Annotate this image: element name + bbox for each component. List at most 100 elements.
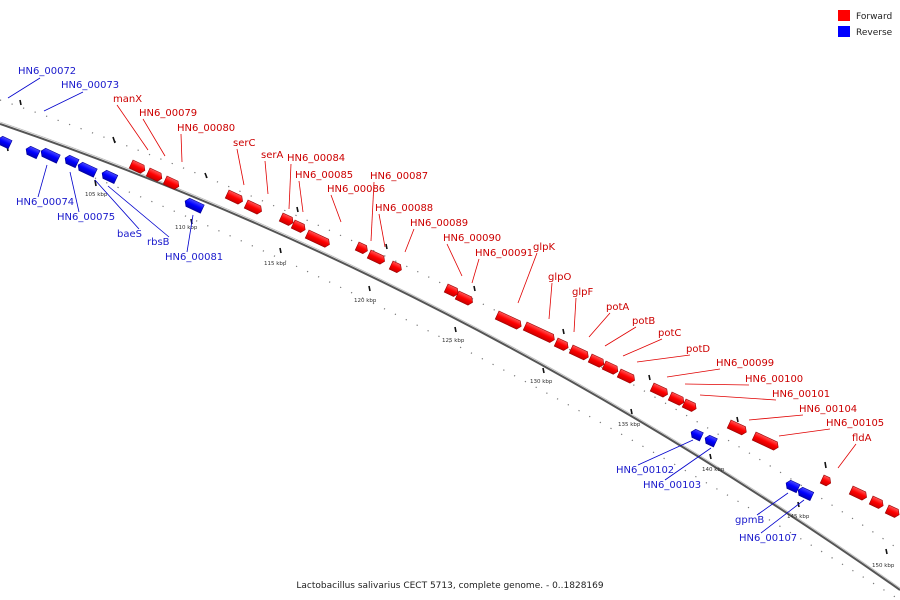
reverse-gene-arrow [690, 428, 704, 442]
forward-label-leader [748, 414, 804, 421]
tick-mark [473, 285, 476, 292]
forward-gene-arrow [616, 368, 635, 384]
reverse-gene-arrow [40, 147, 61, 164]
reverse-gene-arrow [64, 154, 80, 169]
forward-gene-arrow [354, 241, 368, 255]
forward-label-leader [837, 443, 857, 469]
forward-gene-arrow [224, 189, 243, 205]
reverse-label-leader [664, 447, 712, 481]
reverse-label-leader [107, 185, 170, 238]
tick-mark [630, 408, 633, 415]
legend-swatch-forward [838, 10, 850, 21]
forward-label-leader [298, 180, 304, 213]
scale-tick-label: 120 kbp [354, 298, 377, 304]
reverse-gene-label: HN6_00107 [739, 533, 797, 544]
forward-gene-arrow [366, 249, 385, 265]
gene-body [587, 353, 605, 368]
forward-gene-label: manX [113, 94, 142, 105]
forward-label-leader [699, 394, 777, 401]
reverse-gene-arrow [0, 135, 13, 150]
gene-body [162, 175, 180, 190]
reverse-label-leader [756, 492, 789, 516]
forward-gene-arrow [868, 495, 884, 509]
gene-body [454, 290, 473, 306]
reverse-gene-arrow [101, 169, 119, 184]
gene-body [278, 212, 294, 226]
forward-gene-label: HN6_00099 [716, 358, 774, 369]
forward-gene-label: HN6_00085 [295, 170, 353, 181]
tick-mark [542, 367, 545, 374]
reverse-gene-label: gpmB [735, 515, 764, 526]
forward-gene-arrow [819, 474, 832, 487]
forward-label-leader [666, 368, 721, 378]
reverse-gene-arrow [25, 145, 41, 160]
forward-label-leader [330, 194, 342, 223]
tick-mark [19, 99, 22, 106]
gene-body [868, 495, 884, 509]
gene-body [354, 241, 368, 255]
forward-gene-arrow [568, 344, 589, 361]
gene-body [366, 249, 385, 265]
reverse-label-leader [37, 164, 48, 198]
gene-body [553, 337, 569, 351]
gene-body [101, 169, 119, 184]
forward-gene-arrow [848, 485, 867, 501]
forward-label-leader [370, 181, 375, 242]
forward-gene-label: HN6_00088 [375, 203, 433, 214]
forward-gene-label: HN6_00079 [139, 108, 197, 119]
forward-gene-label: serA [261, 150, 283, 161]
forward-gene-arrow [587, 353, 605, 368]
reverse-gene-arrow [77, 161, 98, 178]
gene-body [819, 474, 832, 487]
gene-body [224, 189, 243, 205]
forward-label-leader [378, 213, 386, 248]
reverse-gene-label: HN6_00103 [643, 480, 701, 491]
forward-gene-label: glpO [548, 272, 571, 283]
forward-gene-label: potC [658, 328, 681, 339]
tick-mark [824, 461, 827, 469]
forward-gene-label: HN6_00087 [370, 171, 428, 182]
forward-gene-arrow [128, 159, 146, 174]
scale-tick-label: 110 kbp [175, 225, 198, 231]
forward-gene-arrow [751, 431, 779, 451]
gene-body [25, 145, 41, 160]
reverse-gene-label: HN6_00074 [16, 197, 74, 208]
gene-body [243, 199, 262, 215]
forward-label-leader [622, 338, 663, 357]
reverse-gene-arrow [785, 479, 801, 494]
forward-label-leader [573, 297, 577, 333]
forward-label-leader [446, 243, 463, 277]
gene-body [616, 368, 635, 384]
gene-body [690, 428, 704, 442]
forward-gene-arrow [304, 229, 330, 248]
tick-mark [368, 285, 371, 292]
tick-mark [562, 328, 565, 335]
forward-label-leader [180, 133, 183, 163]
scale-tick-label: 105 kbp [85, 192, 108, 198]
gene-body [681, 398, 697, 412]
forward-gene-arrow [667, 391, 685, 406]
forward-label-leader [236, 148, 245, 186]
gene-body [128, 159, 146, 174]
reverse-gene-arrow [797, 486, 815, 501]
reverse-gene-arrow [704, 434, 718, 448]
forward-gene-label: glpF [572, 287, 593, 298]
forward-label-leader [548, 282, 553, 320]
forward-gene-arrow [494, 310, 522, 330]
reverse-label-leader [760, 499, 805, 534]
reverse-gene-label: HN6_00102 [616, 465, 674, 476]
reverse-label-leader [69, 171, 80, 213]
scale-tick-label: 150 kbp [872, 563, 895, 569]
scale-tick-label: 145 kbp [787, 514, 810, 520]
gene-body [568, 344, 589, 361]
scale-tick-label: 125 kbp [442, 338, 465, 344]
forward-gene-arrow [522, 321, 555, 343]
forward-gene-arrow [649, 382, 668, 398]
forward-gene-label: HN6_00080 [177, 123, 235, 134]
forward-gene-label: potB [632, 316, 655, 327]
forward-gene-label: HN6_00101 [772, 389, 830, 400]
forward-label-leader [404, 228, 415, 253]
genome-backbone [0, 123, 900, 591]
legend-label-reverse: Reverse [856, 28, 893, 38]
tick-mark [709, 453, 712, 460]
